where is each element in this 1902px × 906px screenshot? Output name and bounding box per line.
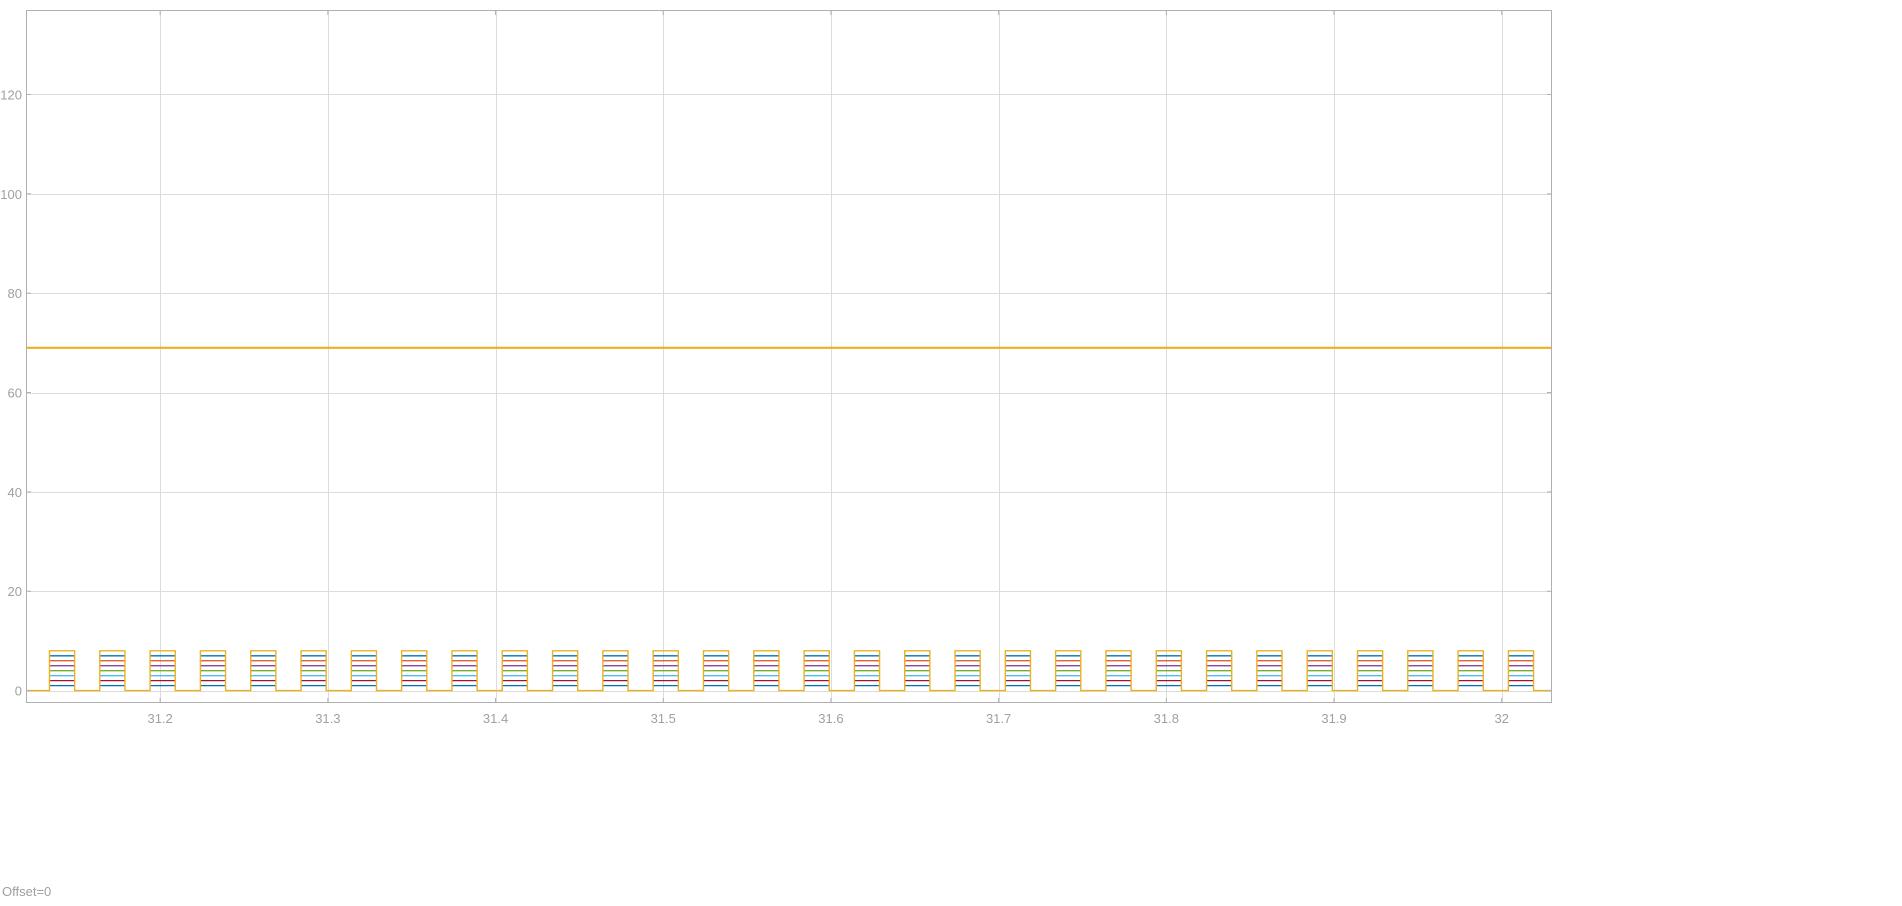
x-tick-label: 31.4 xyxy=(483,711,508,726)
x-tick-label: 31.3 xyxy=(315,711,340,726)
y-tick-label: 100 xyxy=(0,187,22,202)
x-tick-label: 31.5 xyxy=(651,711,676,726)
y-tick-label: 120 xyxy=(0,87,22,102)
x-tick-label: 31.9 xyxy=(1321,711,1346,726)
pulse-envelope-trace xyxy=(26,650,1552,692)
grid-lines xyxy=(26,10,1552,703)
x-tick-label: 31.2 xyxy=(147,711,172,726)
x-tick-label: 31.7 xyxy=(986,711,1011,726)
x-tick-label: 32 xyxy=(1494,711,1508,726)
y-tick-label: 60 xyxy=(8,386,22,401)
x-tick-label: 31.8 xyxy=(1154,711,1179,726)
plot-area xyxy=(26,10,1552,703)
axes-border xyxy=(26,10,1552,703)
signal-traces xyxy=(26,346,1552,692)
x-tick-label: 31.6 xyxy=(818,711,843,726)
y-tick-label: 40 xyxy=(8,485,22,500)
x-tick-labels: 31.2 31.3 31.4 31.5 31.6 31.7 31.8 31.9 32 xyxy=(147,10,1509,726)
y-tick-label: 80 xyxy=(8,286,22,301)
y-tick-label: 20 xyxy=(8,584,22,599)
offset-label: Offset=0 xyxy=(2,884,52,899)
y-tick-labels: 0 20 40 60 80 100 120 xyxy=(0,87,1552,699)
y-tick-label: 0 xyxy=(15,684,22,699)
